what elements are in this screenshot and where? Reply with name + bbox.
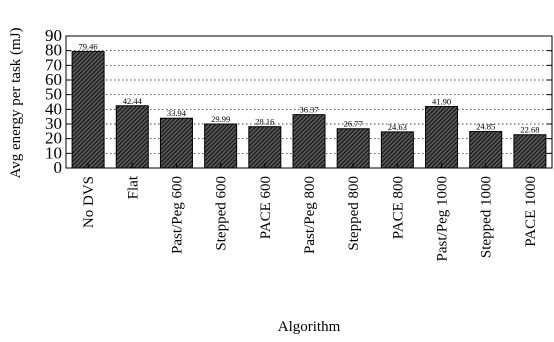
bar bbox=[204, 123, 238, 169]
bar bbox=[380, 131, 414, 169]
bar bbox=[71, 50, 105, 169]
x-axis-ticks: No DVS Flat Past/Peg 600 Stepped 600 PACE 60… bbox=[81, 163, 539, 261]
x-tick-label: No DVS bbox=[81, 176, 97, 228]
data-label: 24.85 bbox=[476, 122, 495, 132]
x-tick-label: Stepped 800 bbox=[346, 176, 362, 251]
y-tick-label: 0 bbox=[54, 158, 63, 177]
bar bbox=[336, 128, 370, 169]
y-tick-label: 70 bbox=[45, 55, 62, 74]
x-tick-label: Past/Peg 800 bbox=[302, 176, 318, 254]
x-tick-label: Stepped 600 bbox=[214, 176, 230, 251]
y-tick-label: 10 bbox=[45, 143, 62, 162]
data-label: 22.68 bbox=[520, 125, 539, 135]
data-label: 41.90 bbox=[432, 97, 451, 107]
data-label: 24.63 bbox=[388, 122, 407, 132]
x-tick-label: Flat bbox=[125, 175, 141, 199]
bar bbox=[159, 117, 193, 169]
y-tick-label: 30 bbox=[45, 114, 62, 133]
y-axis-title: Avg energy per task (mJ) bbox=[8, 27, 24, 178]
bars bbox=[71, 50, 547, 169]
data-labels: 79.46 42.44 33.94 29.99 28.16 36.37 26.77 24.63… bbox=[79, 41, 540, 134]
data-label: 28.16 bbox=[255, 117, 274, 127]
y-tick-label: 90 bbox=[45, 26, 62, 45]
bar bbox=[469, 131, 503, 169]
y-tick-label: 40 bbox=[45, 99, 62, 118]
y-tick-label: 20 bbox=[45, 129, 62, 148]
data-label: 33.94 bbox=[167, 108, 187, 118]
bar bbox=[248, 126, 282, 169]
bar bbox=[513, 134, 547, 169]
x-axis-title: Algorithm bbox=[278, 319, 341, 335]
y-tick-label: 60 bbox=[45, 70, 62, 89]
data-label: 42.44 bbox=[123, 96, 143, 106]
x-tick-label: PACE 600 bbox=[258, 176, 274, 239]
bar bbox=[425, 106, 459, 169]
x-tick-label: PACE 1000 bbox=[523, 176, 539, 247]
x-tick-label: Stepped 1000 bbox=[479, 176, 495, 258]
data-label: 26.77 bbox=[344, 119, 363, 129]
x-tick-label: Past/Peg 1000 bbox=[435, 176, 451, 261]
bar bbox=[115, 105, 149, 169]
bar bbox=[292, 114, 326, 169]
y-tick-label: 80 bbox=[45, 41, 62, 60]
x-tick-label: PACE 800 bbox=[390, 176, 406, 239]
y-tick-label: 50 bbox=[45, 85, 62, 104]
x-tick-label: Past/Peg 600 bbox=[169, 176, 185, 254]
data-label: 79.46 bbox=[79, 41, 98, 51]
data-label: 29.99 bbox=[211, 114, 230, 124]
data-label: 36.37 bbox=[299, 105, 318, 115]
